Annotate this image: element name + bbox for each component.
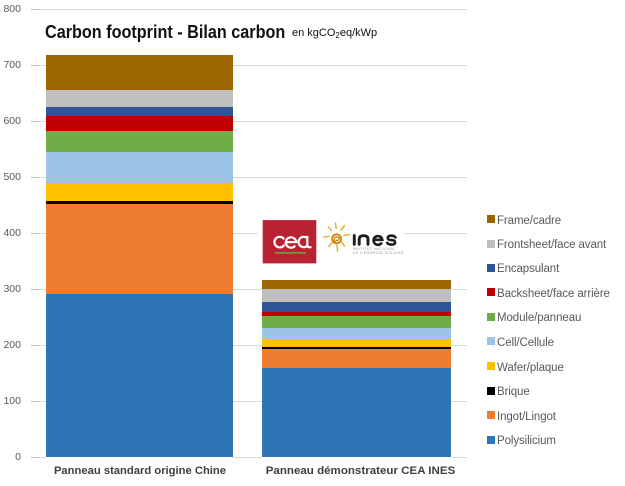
svg-text:INSTITUT NATIONAL: INSTITUT NATIONAL	[353, 246, 397, 251]
svg-text:DE L'ENERGIE SOLAIRE: DE L'ENERGIE SOLAIRE	[353, 250, 404, 255]
